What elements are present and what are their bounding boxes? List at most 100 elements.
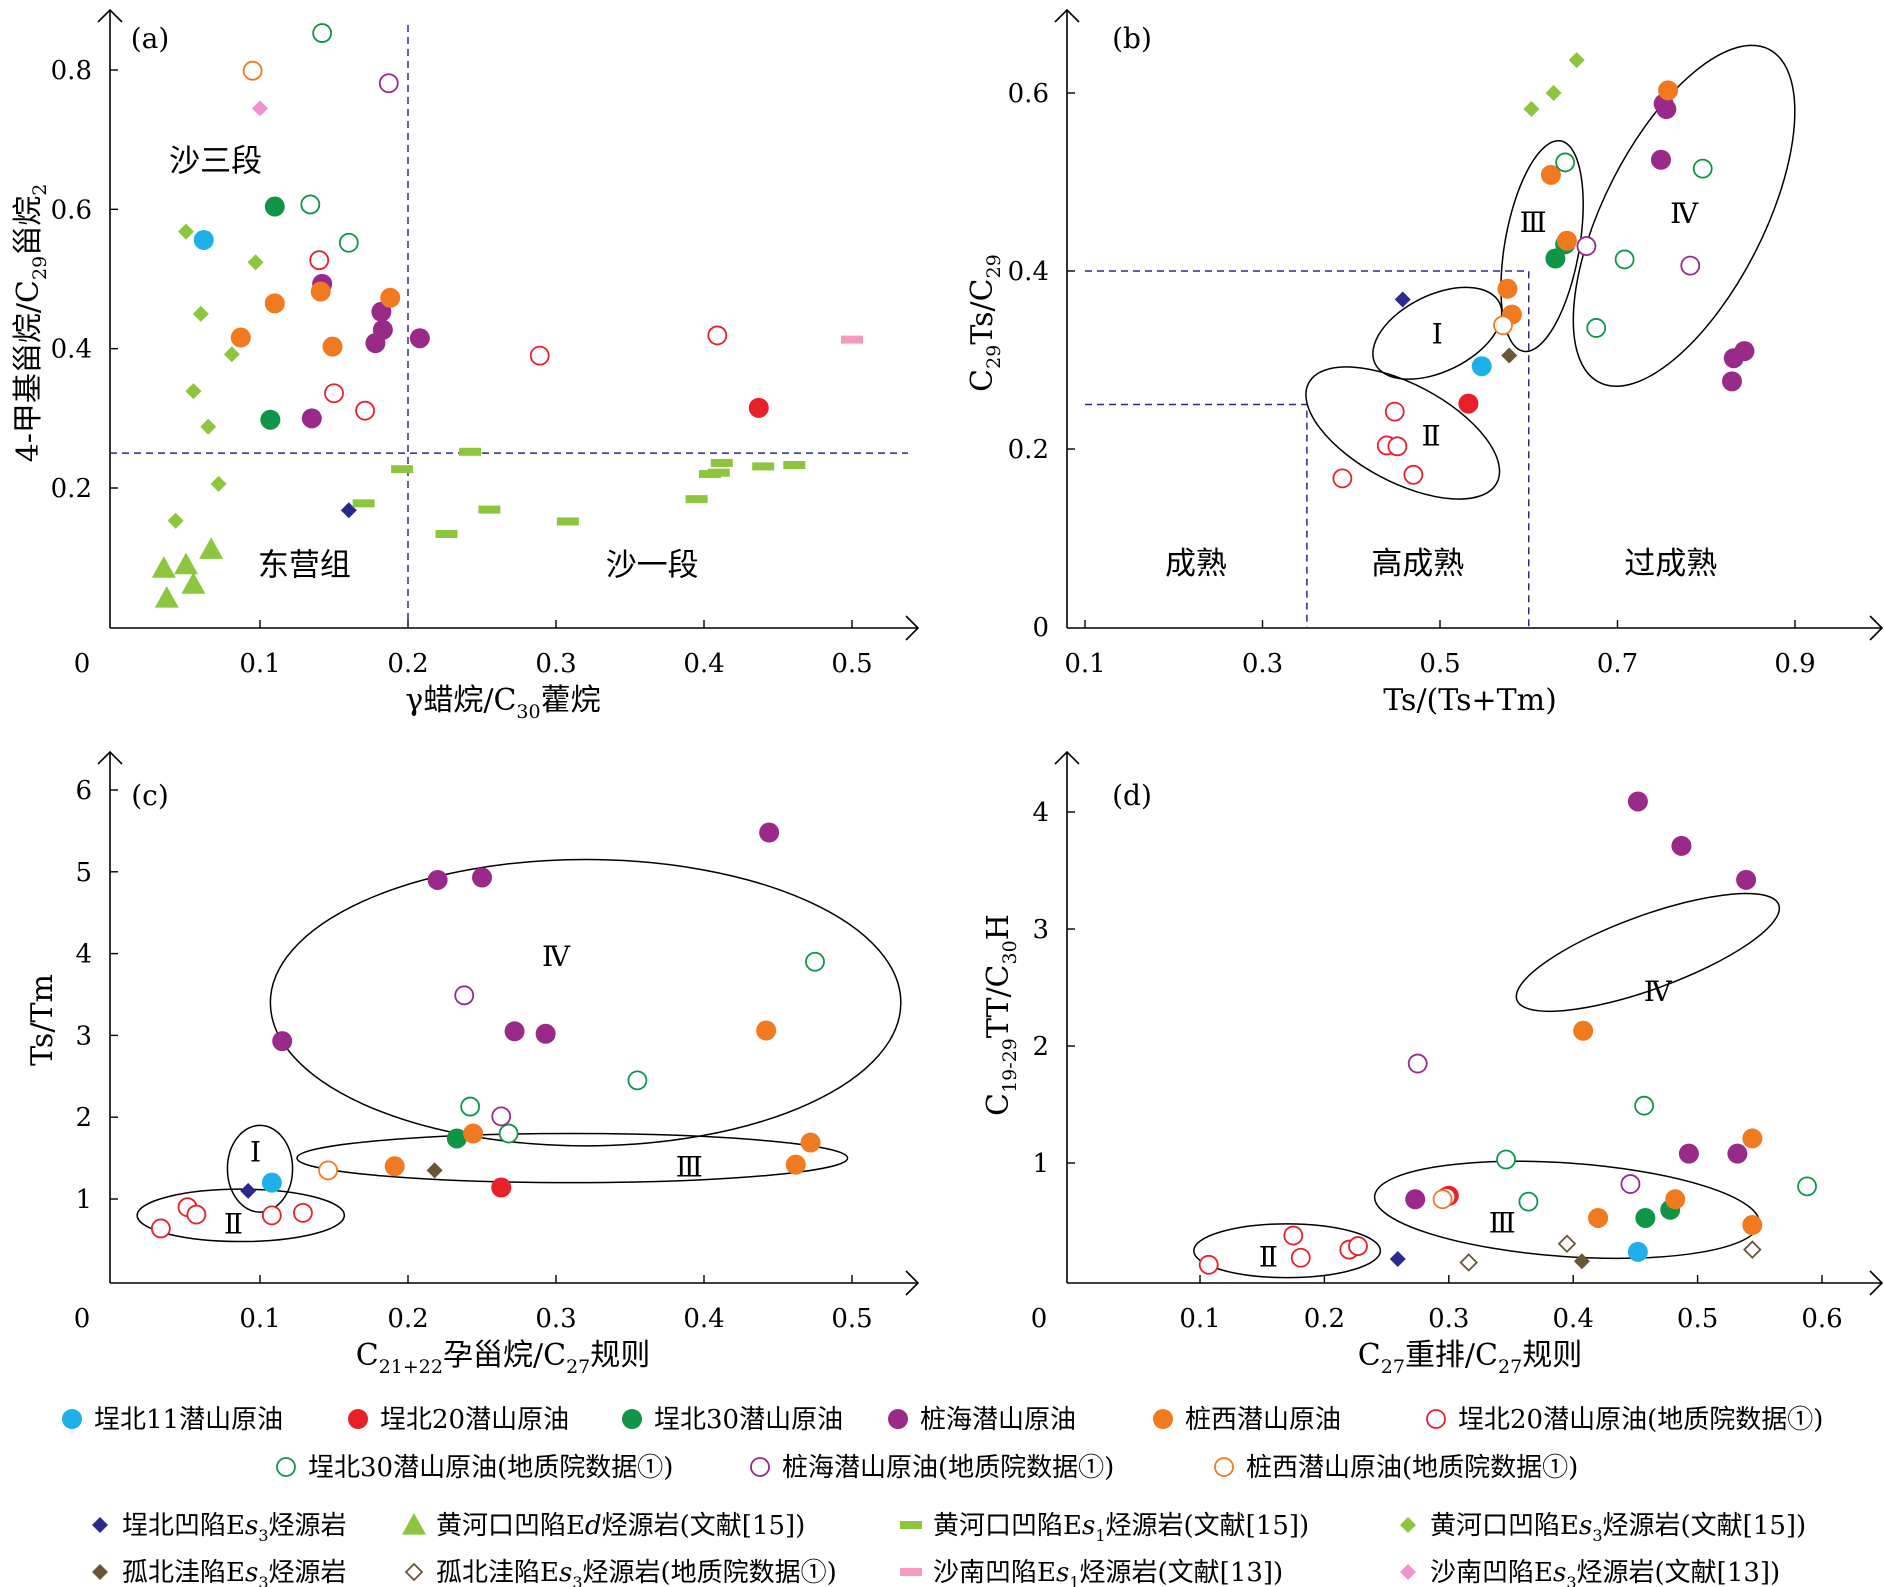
data-point-mb20g — [529, 345, 550, 366]
region-label: 高成熟 — [1371, 546, 1464, 582]
x-axis-label: Ts/(Ts+Tm) — [1383, 683, 1557, 718]
region-label: 东营组 — [258, 548, 351, 584]
legend-item-snEs3: 沙南凹陷Es3烃源岩(文献[13]) — [1400, 1558, 1780, 1587]
data-point-zx — [264, 293, 285, 314]
region-label: 成熟 — [1165, 546, 1227, 582]
data-point-zh — [365, 333, 386, 354]
legend-label: 埕北11潜山原油 — [94, 1405, 283, 1435]
y-tick-label: 0 — [1032, 613, 1049, 643]
data-point-zx — [1556, 230, 1577, 251]
data-point-zh — [272, 1031, 293, 1052]
legend-marker-zh — [888, 1409, 908, 1429]
region-label: 过成熟 — [1624, 546, 1717, 582]
legend-marker-gbg — [404, 1562, 424, 1582]
x-tick-label: 0.3 — [1242, 649, 1283, 679]
data-point-zh — [1627, 791, 1648, 812]
group-label: Ⅳ — [542, 940, 571, 973]
data-point-zh — [1671, 835, 1692, 856]
data-point-zxg — [318, 1160, 338, 1181]
x-tick-label: 0.5 — [1419, 649, 1460, 679]
legend-label: 埕北20潜山原油(地质院数据①) — [1458, 1405, 1823, 1435]
group-ellipse — [226, 1124, 294, 1213]
y-axis-label: C19-29TT/C30H — [981, 914, 1021, 1116]
data-point-hheEs1 — [685, 495, 708, 504]
group-ellipse — [1372, 286, 1503, 380]
legend-marker-mb20g — [1426, 1409, 1446, 1429]
data-point-mb11 — [193, 229, 214, 250]
x-tick-label: 0.9 — [1774, 649, 1815, 679]
y-tick-label: 4 — [1032, 798, 1049, 828]
legend-item-mb30: 埕北30潜山原油 — [622, 1405, 843, 1435]
data-point-mb30g — [1797, 1176, 1817, 1197]
legend-item-zhg: 桩海潜山原油(地质院数据①) — [750, 1453, 1114, 1483]
data-point-zx — [463, 1123, 484, 1144]
legend-marker-snEs1 — [900, 1568, 922, 1576]
data-point-zx — [800, 1132, 821, 1153]
x-axis-label: C21+22孕甾烷/C27规则 — [356, 1338, 651, 1378]
data-point-zh — [427, 869, 448, 890]
legend-label: 桩西潜山原油(地质院数据①) — [1246, 1453, 1578, 1483]
data-point-zx — [1742, 1215, 1763, 1236]
data-point-zh — [1650, 149, 1671, 170]
x-tick-label: 0.5 — [831, 649, 872, 679]
data-point-zhg — [378, 73, 399, 94]
legend-marker-zhg — [750, 1457, 770, 1477]
legend-marker-hheEd — [402, 1513, 426, 1535]
data-point-hheEs3 — [223, 346, 240, 363]
legend-label: 沙南凹陷Es1烃源岩(文献[13]) — [933, 1558, 1283, 1587]
region-label: 沙一段 — [606, 548, 699, 584]
x-tick-label: 0 — [1031, 1304, 1048, 1334]
x-tick-label: 0.1 — [239, 649, 280, 679]
data-point-mb30g — [1496, 1149, 1516, 1170]
data-point-zh — [409, 328, 430, 349]
legend-label: 黄河口凹陷Es3烃源岩(文献[15]) — [1430, 1511, 1806, 1545]
data-point-mb20 — [1458, 393, 1479, 414]
data-point-hheEs3 — [210, 475, 227, 492]
y-axis-arrow — [97, 8, 123, 23]
group-label: Ⅲ — [676, 1150, 703, 1183]
data-point-hheEs1 — [710, 458, 733, 467]
reference-line — [1085, 403, 1308, 627]
data-point-zh — [504, 1021, 525, 1042]
data-point-hheEs3 — [185, 383, 202, 400]
data-point-mb30g — [338, 232, 359, 253]
data-point-hheEs1 — [352, 499, 375, 508]
y-tick-label: 0.2 — [51, 474, 92, 504]
legend-label: 桩海潜山原油 — [920, 1405, 1076, 1435]
data-point-mb20g — [1332, 468, 1353, 489]
y-tick-label: 0.8 — [51, 56, 92, 86]
group-label: Ⅱ — [1259, 1241, 1278, 1274]
reference-line — [1085, 270, 1530, 627]
legend-item-zxg: 桩西潜山原油(地质院数据①) — [1214, 1453, 1578, 1483]
panel-label: (d) — [1112, 779, 1152, 812]
data-point-mb20g — [1348, 1236, 1368, 1256]
data-point-hheEs3 — [1568, 52, 1585, 69]
y-tick-label: 4 — [75, 940, 92, 970]
x-tick-label: 0.2 — [387, 649, 428, 679]
data-point-snEs1 — [841, 335, 863, 344]
data-point-mb20g — [309, 250, 330, 271]
y-tick-label: 5 — [75, 858, 92, 888]
x-axis-arrow — [905, 1270, 920, 1296]
x-tick-label: 0.6 — [1801, 1304, 1842, 1334]
data-point-zx — [1665, 1189, 1686, 1210]
group-ellipse — [1500, 139, 1584, 353]
data-point-mb30g — [460, 1096, 481, 1117]
y-tick-label: 3 — [75, 1021, 92, 1051]
x-tick-label: 0.4 — [683, 1304, 724, 1334]
data-point-mb20g — [1290, 1247, 1311, 1268]
y-tick-label: 1 — [75, 1185, 92, 1215]
data-point-mb30g — [498, 1123, 519, 1144]
y-tick-label: 0.6 — [51, 195, 92, 225]
data-point-hheEs3 — [167, 512, 184, 529]
data-point-gbg — [1459, 1253, 1478, 1272]
data-point-mb20g — [707, 325, 728, 346]
data-point-zx — [1658, 80, 1679, 101]
x-tick-label: 0.1 — [1179, 1304, 1220, 1334]
x-tick-label: 0 — [74, 649, 91, 679]
data-point-mb30 — [1545, 248, 1566, 269]
data-point-zh — [1721, 371, 1742, 392]
legend-item-mb11: 埕北11潜山原油 — [62, 1405, 283, 1435]
